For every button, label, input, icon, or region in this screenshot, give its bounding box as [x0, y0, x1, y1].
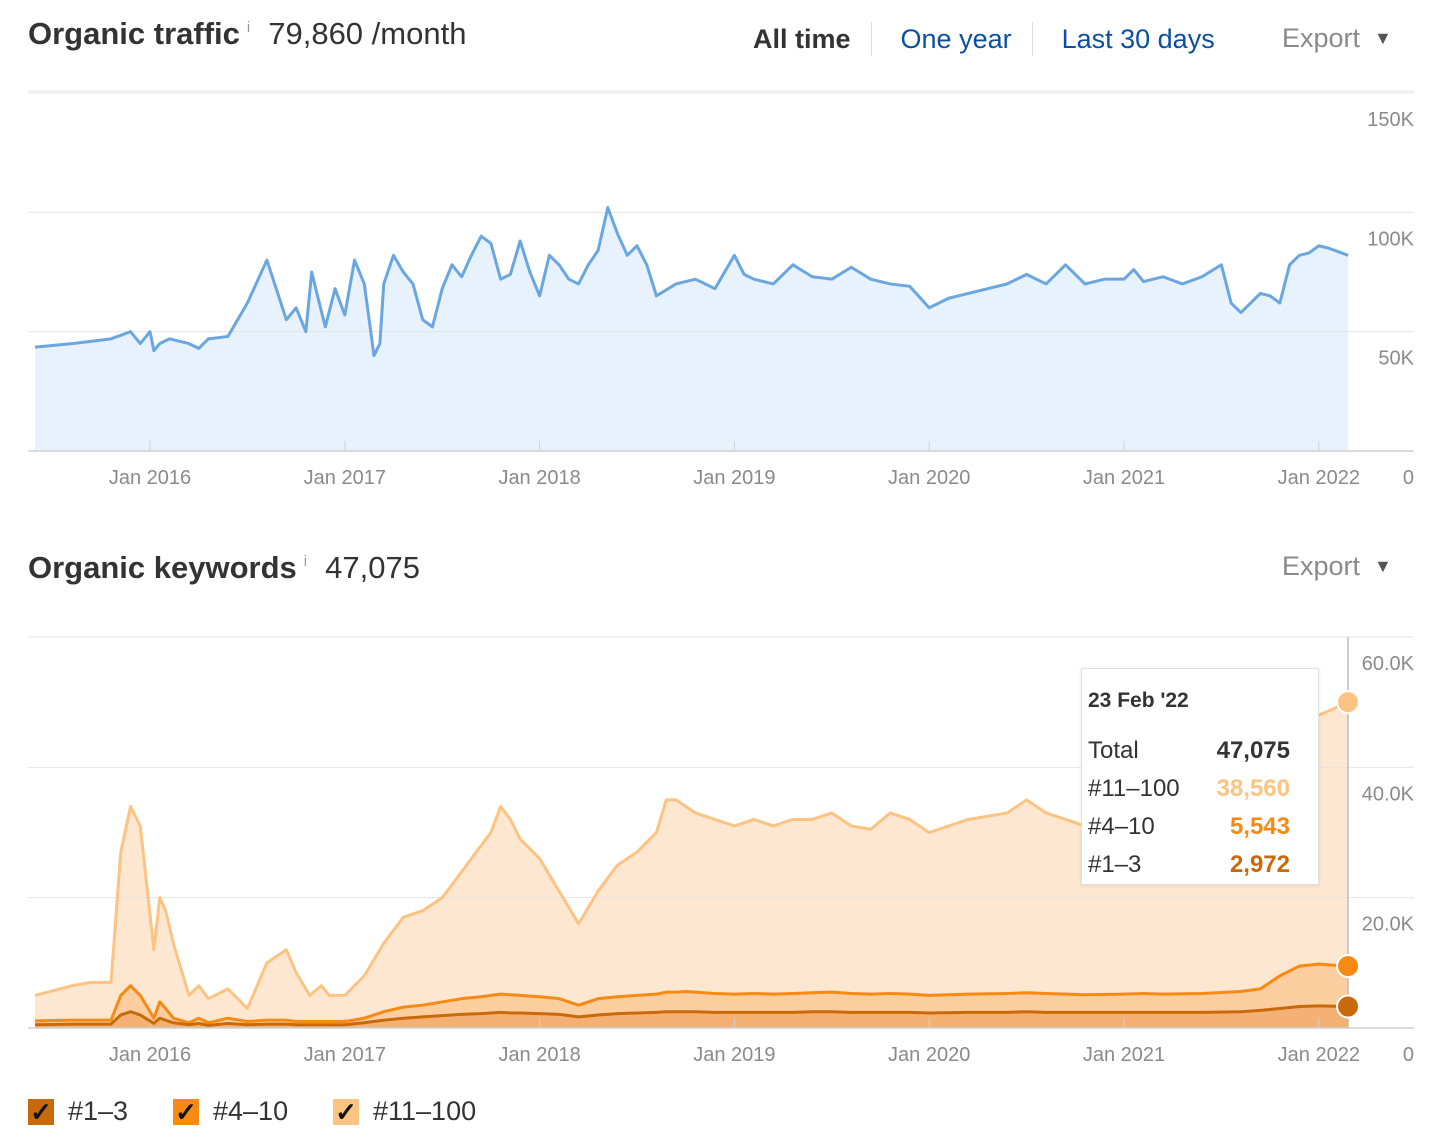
tooltip-row-total: Total 47,075: [1088, 737, 1290, 765]
tab-last-30-days[interactable]: Last 30 days: [1061, 23, 1215, 54]
x-tick-label: Jan 2018: [498, 467, 580, 489]
x-tick-label: Jan 2018: [498, 1044, 580, 1066]
traffic-chart: 0 50K 100K 150K Jan 2016 Jan 2017 Jan 2018 Jan …: [28, 90, 1415, 489]
traffic-line: [34, 206, 1349, 358]
y-tick-label: 100K: [1367, 228, 1414, 250]
x-tick-label: Jan 2017: [304, 1044, 386, 1066]
checkmark-icon: ✓: [175, 1096, 197, 1127]
x-tick-label: Jan 2016: [109, 467, 191, 489]
y-tick-label: 20.0K: [1362, 914, 1415, 936]
traffic-info-icon[interactable]: i: [246, 19, 251, 36]
tab-one-year[interactable]: One year: [900, 23, 1012, 54]
keywords-tooltip: 23 Feb '22 Total 47,075 #11–100 38,560 #…: [1081, 668, 1319, 885]
keywords-value: 47,075: [325, 550, 420, 585]
checkmark-icon: ✓: [30, 1096, 52, 1127]
x-tick-label: Jan 2019: [693, 1044, 775, 1066]
y-tick-label: 0: [1403, 467, 1414, 489]
chevron-down-icon: ▼: [1374, 28, 1392, 48]
tooltip-value: 47,075: [1216, 737, 1290, 764]
tooltip-row-4-10: #4–10 5,543: [1088, 813, 1290, 841]
legend-label: #4–10: [213, 1096, 289, 1126]
hover-point: [1336, 954, 1361, 979]
traffic-header: Organic traffic i 79,860 /month: [28, 16, 466, 52]
traffic-value: 79,860 /month: [268, 16, 467, 51]
x-tick-label: Jan 2021: [1083, 467, 1165, 489]
tab-all-time[interactable]: All time: [753, 23, 851, 54]
x-tick-label: Jan 2016: [109, 1044, 191, 1066]
keywords-info-icon[interactable]: i: [303, 553, 308, 570]
tooltip-label: #1–3: [1088, 851, 1142, 878]
series-area: [35, 1005, 1349, 1028]
checkbox[interactable]: ✓: [173, 1096, 199, 1127]
keywords-chart: 0 20.0K 40.0K 60.0K Jan 2016 Jan 2017 Jan 2018…: [28, 636, 1415, 1066]
tooltip-date: 23 Feb '22: [1088, 689, 1189, 712]
legend-label: #1–3: [68, 1096, 129, 1126]
traffic-export-button[interactable]: Export ▼: [1282, 23, 1392, 54]
series-line: [34, 700, 1349, 1010]
y-tick-label: 150K: [1367, 109, 1414, 131]
hover-point: [1336, 994, 1361, 1019]
x-tick-label: Jan 2019: [693, 467, 775, 489]
checkmark-icon: ✓: [335, 1096, 357, 1127]
checkbox[interactable]: ✓: [28, 1096, 54, 1127]
legend-item-11-100[interactable]: ✓ #11–100: [333, 1096, 476, 1127]
x-tick-label: Jan 2017: [304, 467, 386, 489]
checkbox[interactable]: ✓: [333, 1096, 359, 1127]
x-tick-label: Jan 2022: [1278, 467, 1360, 489]
tooltip-label: Total: [1088, 737, 1139, 764]
series-line: [35, 1004, 1349, 1027]
tooltip-value: 2,972: [1229, 851, 1290, 878]
export-label: Export: [1282, 23, 1361, 53]
x-tick-label: Jan 2022: [1278, 1044, 1360, 1066]
tooltip-label: #4–10: [1088, 813, 1155, 840]
y-tick-label: 0: [1403, 1044, 1414, 1066]
x-tick-label: Jan 2021: [1083, 1044, 1165, 1066]
tooltip-row-11-100: #11–100 38,560: [1088, 775, 1290, 803]
traffic-title: Organic traffic: [28, 16, 240, 51]
tooltip-label: #11–100: [1088, 775, 1180, 802]
keywords-title: Organic keywords: [28, 550, 297, 585]
series-line: [35, 962, 1349, 1025]
hover-point: [1336, 690, 1361, 715]
tooltip-row-1-3: #1–3 2,972: [1088, 851, 1290, 879]
tooltip-value: 38,560: [1216, 775, 1290, 802]
x-tick-label: Jan 2020: [888, 467, 970, 489]
tab-divider: [1031, 22, 1033, 56]
tooltip-value: 5,543: [1229, 813, 1290, 840]
traffic-area: [35, 207, 1349, 451]
y-tick-label: 50K: [1378, 348, 1414, 370]
y-tick-label: 60.0K: [1362, 653, 1415, 675]
range-tabs: All time One year Last 30 days: [753, 22, 1215, 56]
legend-item-4-10[interactable]: ✓ #4–10: [173, 1096, 288, 1127]
tab-divider: [870, 22, 872, 56]
legend-item-1-3[interactable]: ✓ #1–3: [28, 1096, 128, 1127]
x-tick-label: Jan 2020: [888, 1044, 970, 1066]
export-label: Export: [1282, 551, 1361, 581]
keywords-export-button[interactable]: Export ▼: [1282, 551, 1392, 582]
series-area: [35, 702, 1349, 1028]
legend-label: #11–100: [373, 1096, 477, 1126]
keywords-header: Organic keywords i 47,075: [28, 550, 420, 586]
y-tick-label: 40.0K: [1362, 783, 1415, 805]
chevron-down-icon: ▼: [1374, 556, 1392, 576]
